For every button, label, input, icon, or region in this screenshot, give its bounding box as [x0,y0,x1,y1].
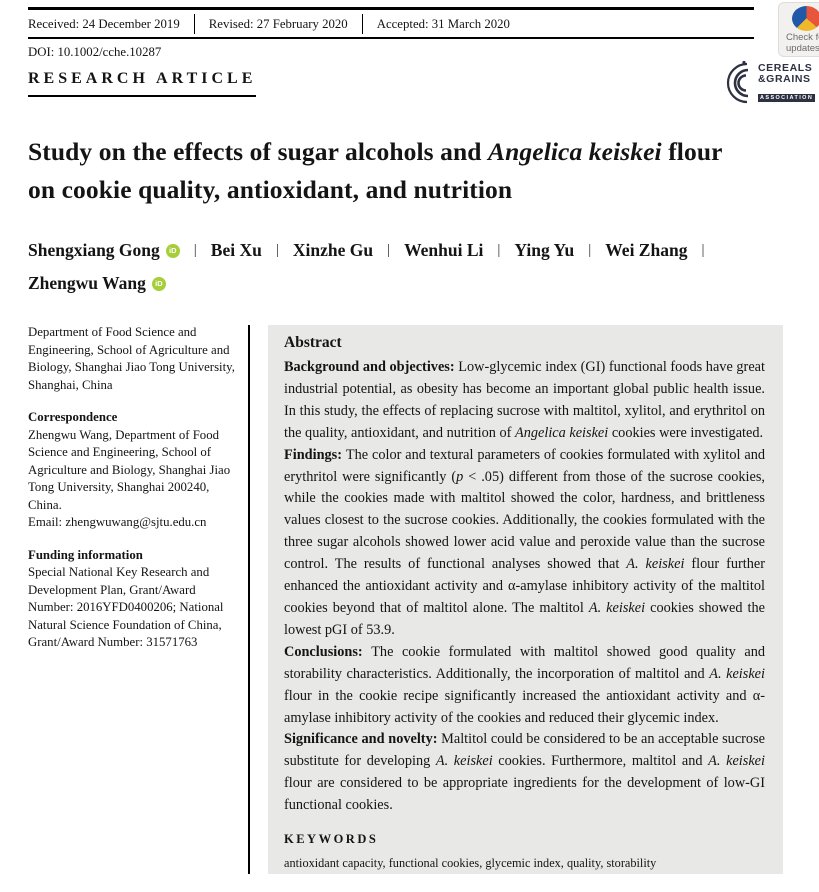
check-for-updates-badge[interactable]: Check for updates [778,2,819,57]
author-name: Xinzhe Gu [292,240,374,260]
funding-text: Special National Key Research and Develo… [28,565,224,649]
author-separator: | [588,242,592,258]
received-date: Received: 24 December 2019 [28,16,180,31]
author-separator: | [275,242,279,258]
dates-bar: Received: 24 December 2019 Revised: 27 F… [28,13,510,35]
logo-wordmark: CEREALS &GRAINS ASSOCIATION [758,61,816,102]
author-separator: | [387,242,391,258]
divider [361,14,363,34]
author-name: Wenhui Li [404,240,484,260]
cereals-grains-logo: CEREALS &GRAINS ASSOCIATION [716,58,816,108]
article-type-label: RESEARCH ARTICLE [28,70,257,97]
grain-swirl-icon [726,60,749,104]
doi-text: DOI: 10.1002/cche.10287 [28,45,162,59]
check-for-updates-label: Check for updates [786,32,819,54]
abstract-paragraph: Conclusions: The cookie formulated with … [284,643,765,726]
column-divider [248,325,250,874]
funding-heading: Funding information [28,547,143,562]
correspondence-email: Email: zhengwuwang@sjtu.edu.cn [28,515,207,529]
abstract-paragraph: Findings: The color and textural paramet… [284,446,765,638]
abstract-body: Background and objectives: Low-glycemic … [284,357,765,817]
keywords-heading: KEYWORDS [284,832,379,847]
abstract-paragraph: Significance and novelty: Maltitol could… [284,731,765,814]
author-name: Ying Yu [514,240,575,260]
revised-date: Revised: 27 February 2020 [208,16,348,31]
author-name: Wei Zhang [605,240,688,260]
title-line-1: Study on the effects of sugar alcohols a… [28,137,723,166]
author-name: Bei Xu [210,240,262,260]
crossmark-icon [792,6,819,31]
divider [193,14,195,34]
author-separator: | [701,242,705,258]
top-rule [28,7,754,10]
divider-rule [28,37,754,39]
correspondence-text: Zhengwu Wang, Department of Food Science… [28,427,231,512]
abstract-panel: Abstract Background and objectives: Low-… [268,325,783,874]
orcid-icon[interactable]: iD [151,276,166,291]
accepted-date: Accepted: 31 March 2020 [376,16,510,31]
author-name: Shengxiang Gong iD [28,234,180,267]
orcid-icon[interactable]: iD [165,243,180,258]
keywords-list: antioxidant capacity, functional cookies… [284,856,657,871]
article-title: Study on the effects of sugar alcohols a… [28,133,800,209]
author-separator: | [497,242,501,258]
article-sidebar: Department of Food Science and Engineeri… [28,324,242,652]
author-separator: | [193,242,197,258]
abstract-paragraph: Background and objectives: Low-glycemic … [284,359,765,441]
author-name: Zhengwu Wang iD [28,267,166,300]
affiliation-text: Department of Food Science and Engineeri… [28,325,235,392]
correspondence-heading: Correspondence [28,410,118,424]
title-line-2: on cookie quality, antioxidant, and nutr… [28,175,513,204]
author-list: Shengxiang Gong iD | Bei Xu | Xinzhe Gu | Wenhu… [28,234,800,300]
abstract-heading: Abstract [284,334,342,351]
